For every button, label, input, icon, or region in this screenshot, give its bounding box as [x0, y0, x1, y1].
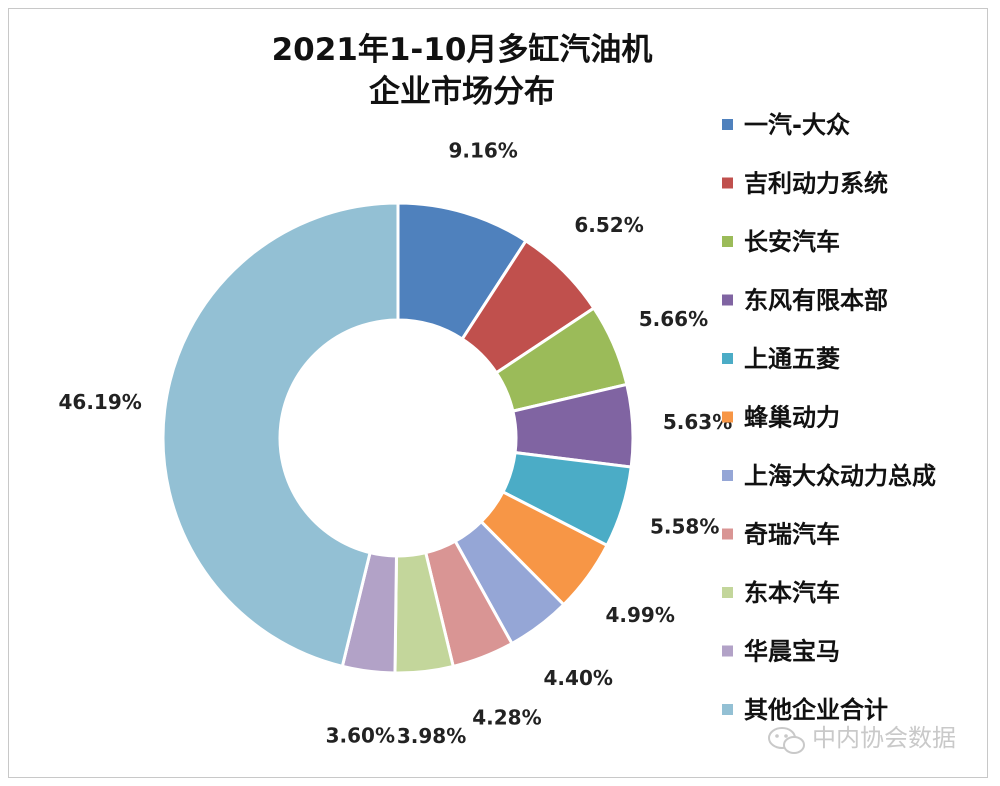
legend-label-1: 吉利动力系统 — [744, 170, 888, 198]
wechat-icon — [768, 727, 805, 754]
slice-10 — [161, 201, 400, 669]
data-label-5: 4.99% — [605, 603, 674, 627]
legend-swatch-3 — [722, 294, 733, 306]
legend-label-0: 一汽-大众 — [744, 111, 850, 139]
data-label-6: 4.40% — [544, 666, 613, 690]
data-label-1: 6.52% — [574, 213, 643, 237]
legend-swatch-8 — [722, 587, 733, 598]
data-label-3: 5.63% — [663, 410, 732, 434]
legend-label-5: 蜂巢动力 — [744, 404, 840, 432]
chart-frame — [8, 8, 988, 778]
legend-swatch-4 — [722, 353, 733, 364]
data-label-2: 5.66% — [639, 307, 708, 331]
watermark-text: 中内协会数据 — [812, 724, 956, 752]
legend-label-4: 上通五菱 — [744, 345, 840, 373]
data-label-7: 4.28% — [472, 706, 541, 730]
legend-label-3: 东风有限本部 — [744, 287, 888, 315]
data-label-8: 3.98% — [397, 724, 466, 748]
data-label-0: 9.16% — [448, 138, 517, 162]
donut-slices — [161, 201, 635, 675]
legend-swatch-10 — [722, 704, 733, 715]
legend-swatch-2 — [722, 236, 733, 247]
data-label-9: 3.60% — [326, 724, 395, 748]
legend-swatch-1 — [722, 177, 733, 189]
legend-swatch-7 — [722, 528, 733, 540]
legend-label-9: 华晨宝马 — [744, 638, 840, 666]
legend-swatch-6 — [722, 470, 733, 481]
legend-label-2: 长安汽车 — [744, 228, 840, 256]
data-label-4: 5.58% — [650, 514, 719, 538]
legend-label-8: 东本汽车 — [744, 579, 840, 607]
data-label-10: 46.19% — [58, 390, 141, 414]
legend: 一汽-大众吉利动力系统长安汽车东风有限本部上通五菱蜂巢动力上海大众动力总成奇瑞汽… — [722, 111, 936, 724]
chart-title-line-2: 企业市场分布 — [369, 74, 555, 110]
legend-label-7: 奇瑞汽车 — [744, 521, 840, 549]
data-labels: 9.16% 6.52% 5.66% 5.63% 5.58% 4.99% 4.40%4.28%… — [58, 138, 732, 748]
legend-swatch-0 — [722, 119, 733, 130]
legend-swatch-9 — [722, 645, 733, 657]
legend-label-10: 其他企业合计 — [744, 696, 888, 724]
legend-label-6: 上海大众动力总成 — [744, 462, 936, 490]
legend-swatch-5 — [722, 411, 733, 423]
chart-title-line-1: 2021年1-10月多缸汽油机 — [272, 32, 653, 68]
watermark: 中内协会数据 — [768, 724, 956, 754]
